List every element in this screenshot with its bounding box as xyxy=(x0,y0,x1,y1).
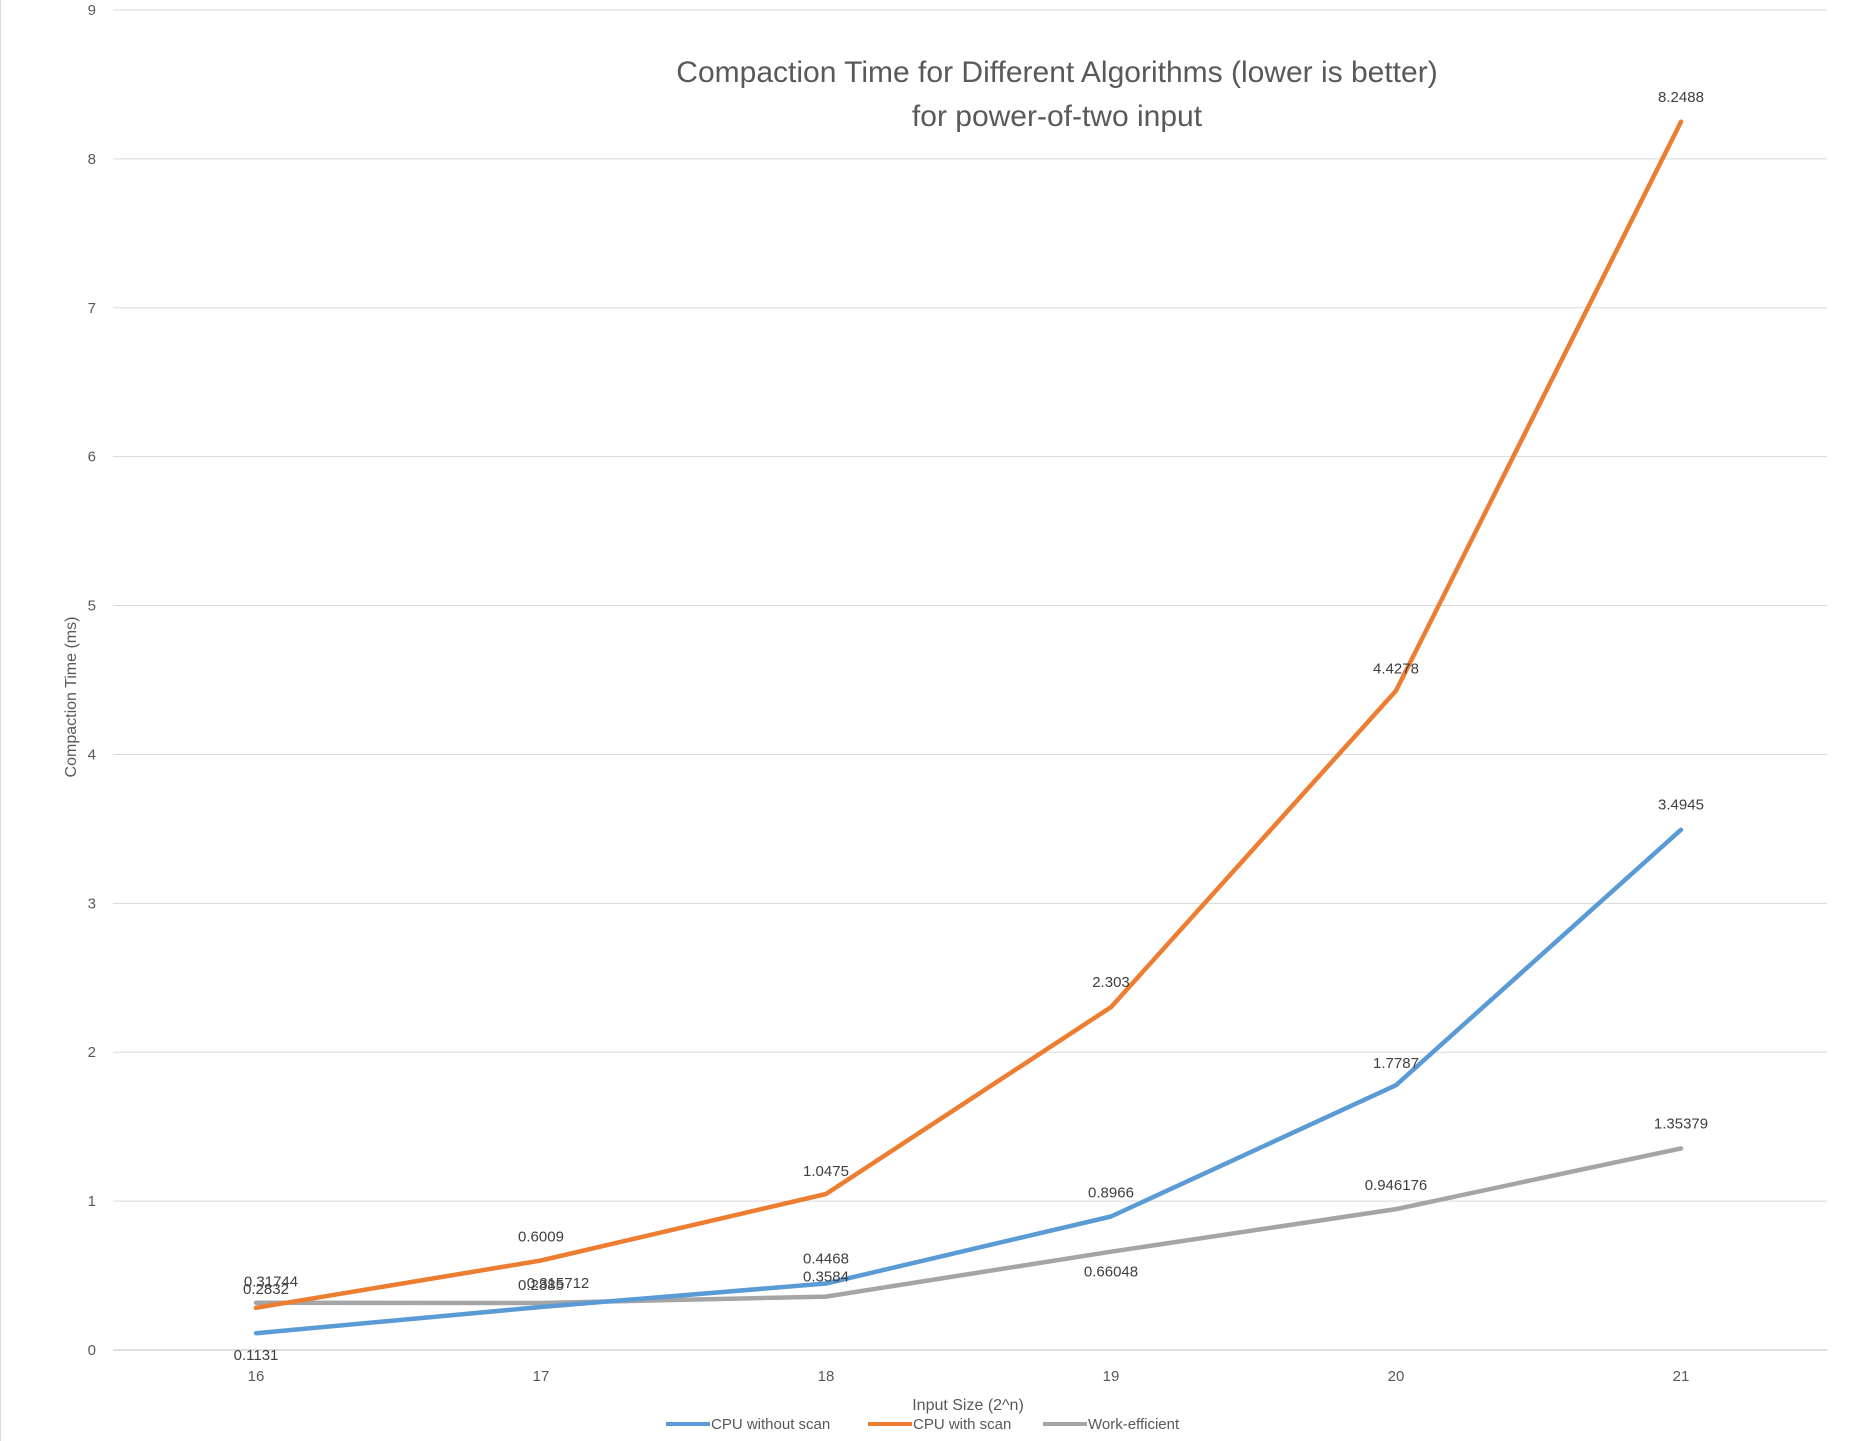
legend-label-cpu-without-scan: CPU without scan xyxy=(711,1416,830,1433)
data-label-cpu-without-scan-19: 0.8966 xyxy=(1088,1185,1134,1202)
data-label-cpu-without-scan-20: 1.7787 xyxy=(1373,1055,1419,1072)
x-tick-label-19: 19 xyxy=(1103,1368,1120,1385)
data-label-cpu-with-scan-20: 4.4278 xyxy=(1373,661,1419,678)
y-tick-label-1: 1 xyxy=(88,1193,96,1210)
y-tick-label-7: 7 xyxy=(88,300,96,317)
x-axis-ticks: 16 17 18 19 20 21 xyxy=(248,1368,1690,1385)
gridlines xyxy=(113,9,1827,1351)
legend-item-work-efficient: Work-efficient xyxy=(1043,1416,1180,1433)
data-label-cpu-without-scan-16: 0.1131 xyxy=(234,1347,279,1364)
y-tick-label-3: 3 xyxy=(88,895,96,912)
legend-label-cpu-with-scan: CPU with scan xyxy=(913,1416,1011,1433)
data-label-cpu-with-scan-19: 2.303 xyxy=(1092,974,1130,991)
y-tick-label-8: 8 xyxy=(88,151,96,168)
y-axis-title: Compaction Time (ms) xyxy=(63,617,80,778)
series-line-work-efficient xyxy=(253,1146,1684,1306)
data-label-cpu-with-scan-18: 1.0475 xyxy=(803,1163,849,1180)
data-label-cpu-without-scan-21: 3.4945 xyxy=(1658,797,1704,814)
y-tick-label-0: 0 xyxy=(88,1342,96,1359)
legend-item-cpu-without-scan: CPU without scan xyxy=(666,1416,830,1433)
y-tick-label-6: 6 xyxy=(88,449,96,466)
data-label-cpu-with-scan-21: 8.2488 xyxy=(1658,89,1704,106)
legend: CPU without scan CPU with scan Work-effi… xyxy=(666,1416,1180,1433)
series-line-cpu-with-scan xyxy=(253,119,1684,1311)
data-label-cpu-without-scan-17: 0.2885 xyxy=(518,1277,564,1294)
data-label-cpu-with-scan-17: 0.6009 xyxy=(518,1229,564,1246)
x-tick-label-21: 21 xyxy=(1673,1368,1690,1385)
x-tick-label-18: 18 xyxy=(818,1368,835,1385)
x-axis-title: Input Size (2^n) xyxy=(912,1397,1024,1414)
chart-title: Compaction Time for Different Algorithms… xyxy=(676,56,1437,89)
y-tick-label-4: 4 xyxy=(88,746,96,763)
data-label-work-efficient-16: 0.31744 xyxy=(244,1274,298,1291)
frame-left-border xyxy=(0,0,1,1441)
y-tick-label-5: 5 xyxy=(88,598,96,615)
data-label-work-efficient-19: 0.66048 xyxy=(1084,1264,1138,1281)
x-tick-label-16: 16 xyxy=(248,1368,265,1385)
chart-subtitle: for power-of-two input xyxy=(912,100,1203,133)
x-tick-label-17: 17 xyxy=(533,1368,550,1385)
data-labels: 0.1131 0.2885 0.4468 0.8966 1.7787 3.4945 0.28… xyxy=(234,89,1709,1364)
y-axis-ticks: 0 1 2 3 4 5 6 7 8 9 xyxy=(88,2,96,1359)
series-lines xyxy=(253,119,1684,1336)
data-label-work-efficient-18: 0.3584 xyxy=(803,1269,849,1286)
y-tick-label-9: 9 xyxy=(88,2,96,19)
data-label-cpu-without-scan-18: 0.4468 xyxy=(803,1250,849,1267)
data-label-work-efficient-20: 0.946176 xyxy=(1365,1177,1428,1194)
data-label-work-efficient-17: 0.315712 xyxy=(527,1275,590,1292)
data-label-cpu-with-scan-16: 0.2832 xyxy=(243,1281,289,1298)
legend-item-cpu-with-scan: CPU with scan xyxy=(868,1416,1011,1433)
data-label-work-efficient-21: 1.35379 xyxy=(1654,1115,1708,1132)
legend-label-work-efficient: Work-efficient xyxy=(1088,1416,1180,1433)
x-tick-label-20: 20 xyxy=(1388,1368,1405,1385)
series-line-cpu-without-scan xyxy=(253,827,1684,1336)
y-tick-label-2: 2 xyxy=(88,1044,96,1061)
